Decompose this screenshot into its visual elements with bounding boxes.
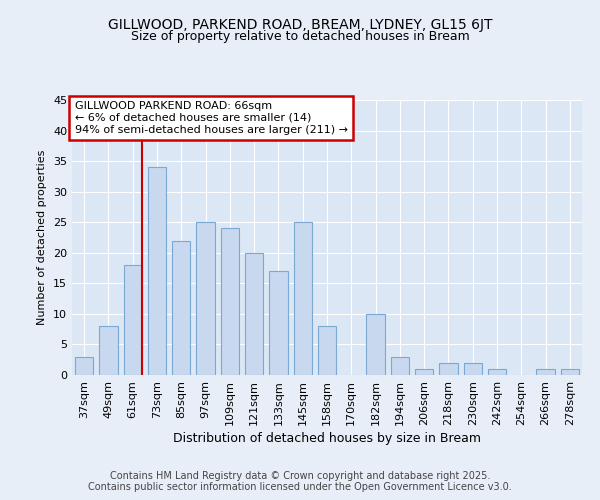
Bar (75, 356, 93, 375)
Y-axis label: Number of detached properties: Number of detached properties (37, 150, 47, 325)
Bar (367, 314, 385, 375)
Text: Size of property relative to detached houses in Bream: Size of property relative to detached ho… (131, 30, 469, 43)
Bar (269, 271, 287, 375)
Bar (221, 228, 239, 375)
Bar (439, 363, 458, 375)
X-axis label: Distribution of detached houses by size in Bream: Distribution of detached houses by size … (173, 432, 481, 445)
Bar (124, 265, 142, 375)
Bar (561, 369, 579, 375)
Bar (148, 167, 166, 375)
Bar (100, 326, 118, 375)
Bar (536, 369, 554, 375)
Bar (391, 356, 409, 375)
Bar (415, 369, 433, 375)
Text: GILLWOOD PARKEND ROAD: 66sqm
← 6% of detached houses are smaller (14)
94% of sem: GILLWOOD PARKEND ROAD: 66sqm ← 6% of det… (74, 102, 347, 134)
Text: GILLWOOD, PARKEND ROAD, BREAM, LYDNEY, GL15 6JT: GILLWOOD, PARKEND ROAD, BREAM, LYDNEY, G… (108, 18, 492, 32)
Bar (464, 363, 482, 375)
Text: Contains HM Land Registry data © Crown copyright and database right 2025.
Contai: Contains HM Land Registry data © Crown c… (88, 471, 512, 492)
Bar (318, 326, 336, 375)
Bar (293, 222, 312, 375)
Bar (488, 369, 506, 375)
Bar (172, 240, 190, 375)
Bar (196, 222, 215, 375)
Bar (245, 253, 263, 375)
